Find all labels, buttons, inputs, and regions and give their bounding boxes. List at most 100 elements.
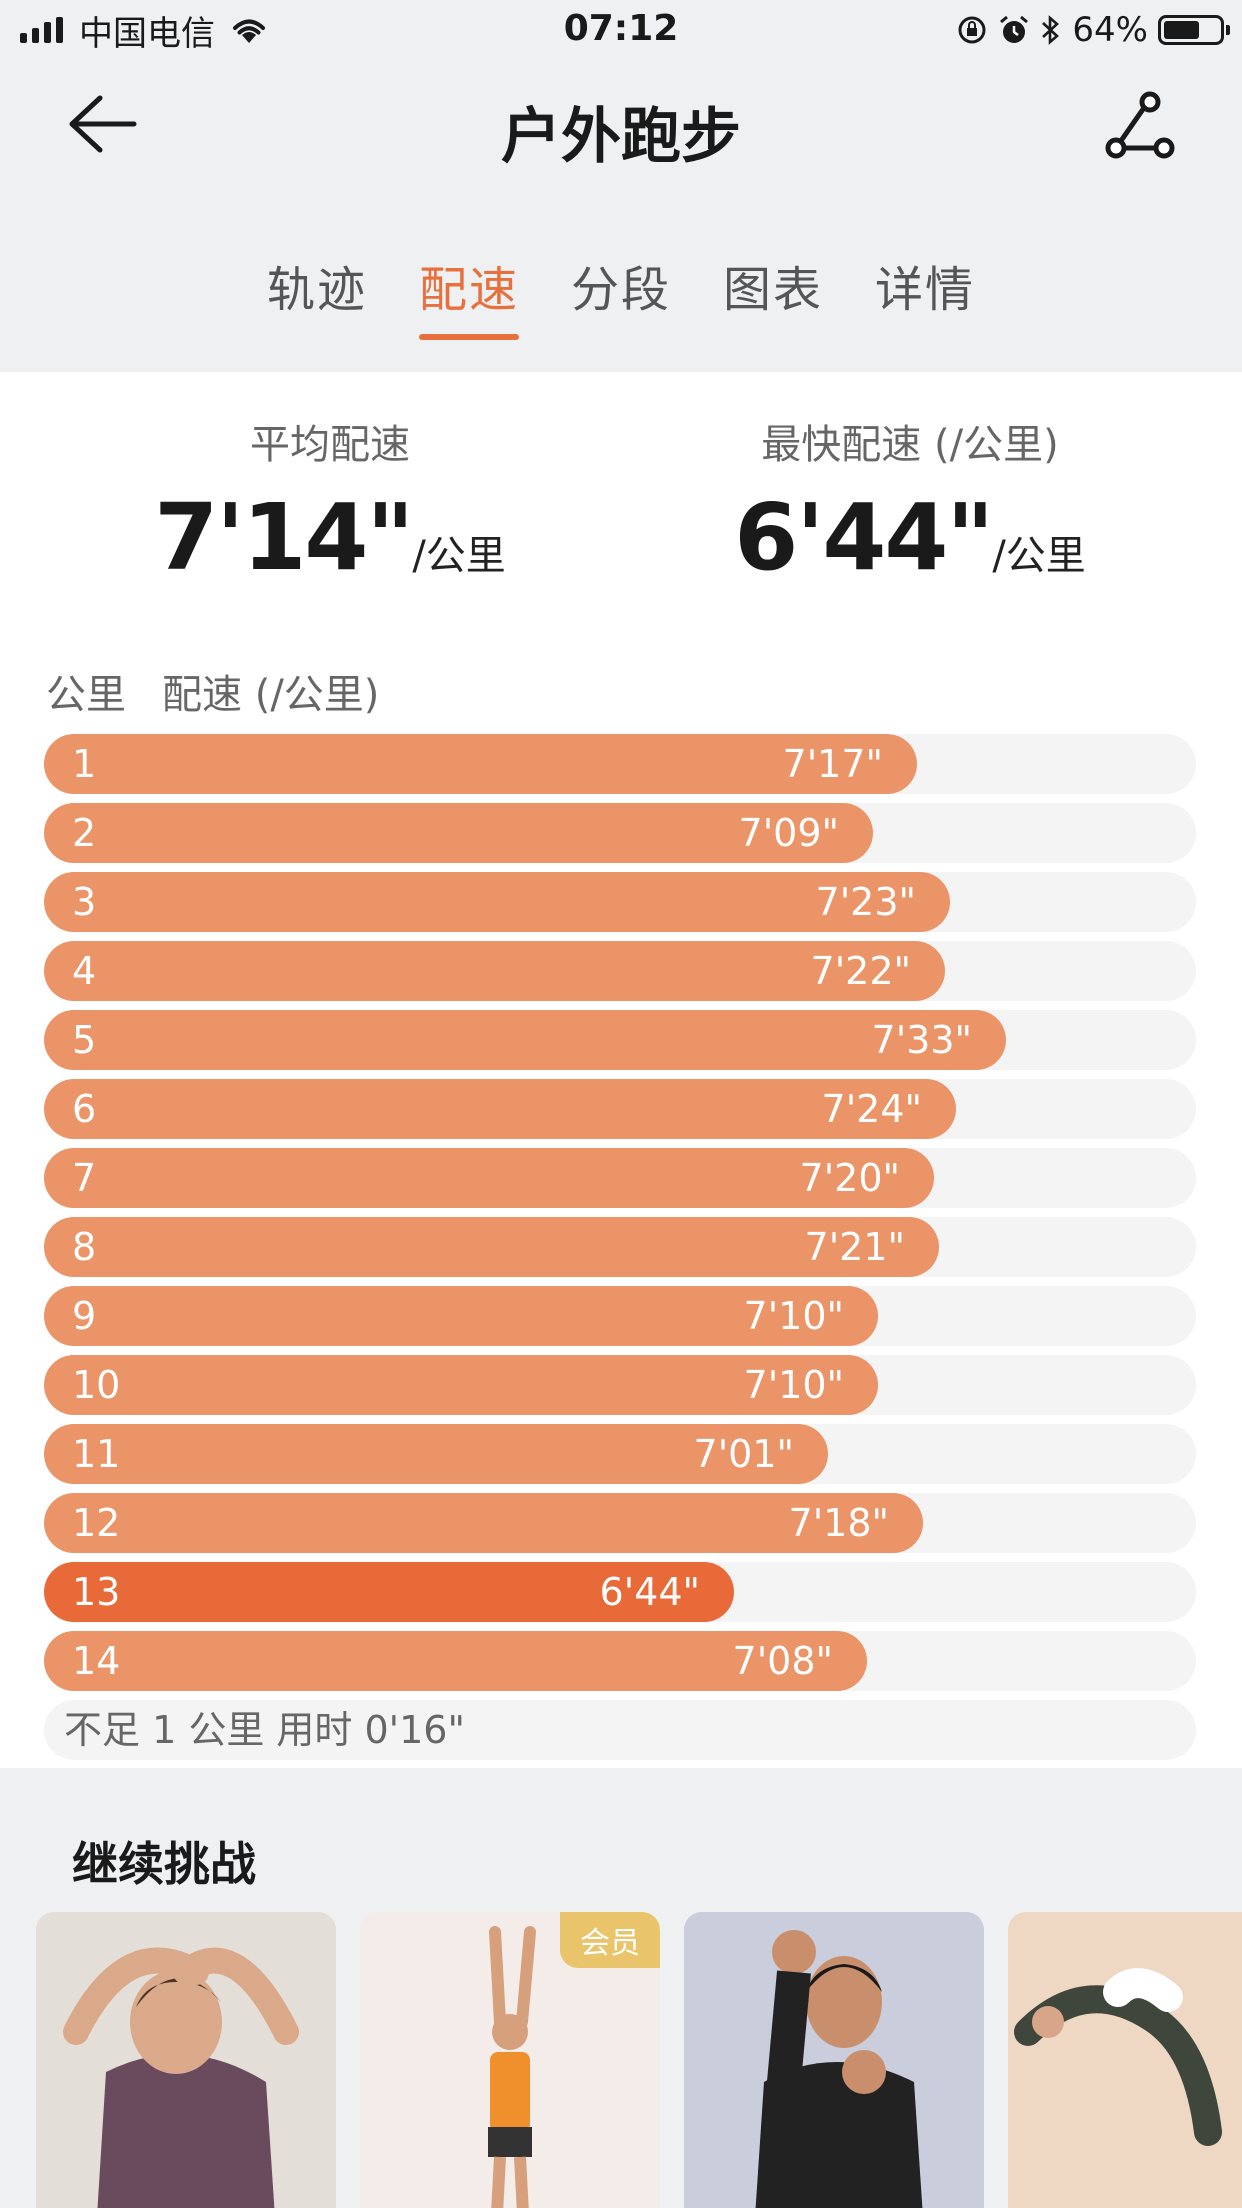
status-bar: 中国电信 07:12 64% bbox=[0, 0, 1242, 60]
nav-bar: 户外跑步 bbox=[0, 60, 1242, 190]
average-pace-value: 7'14" bbox=[154, 484, 414, 591]
tab-track[interactable]: 轨迹 bbox=[266, 262, 367, 318]
pace-row: 7 7'20" bbox=[44, 1148, 1196, 1208]
km-number: 8 bbox=[72, 1225, 97, 1269]
pace-row: 6 7'24" bbox=[44, 1079, 1196, 1139]
remaining-distance-row: 不足 1 公里 用时 0'16" bbox=[44, 1700, 1196, 1760]
pace-value: 7'33" bbox=[871, 1018, 972, 1062]
full-body-stretch-card[interactable]: 会员 bbox=[360, 1912, 660, 2208]
km-number: 10 bbox=[72, 1363, 121, 1407]
pace-bar bbox=[44, 1010, 1006, 1070]
pace-value: 7'01" bbox=[693, 1432, 794, 1476]
pace-value: 7'10" bbox=[743, 1363, 844, 1407]
pace-row-fastest: 13 6'44" bbox=[44, 1562, 1196, 1622]
tab-charts[interactable]: 图表 bbox=[723, 262, 824, 318]
fastest-pace-unit: /公里 bbox=[992, 533, 1086, 579]
yoga-workout-card[interactable] bbox=[1008, 1912, 1242, 2208]
pace-row: 4 7'22" bbox=[44, 941, 1196, 1001]
pace-value: 7'10" bbox=[743, 1294, 844, 1338]
back-arrow-icon[interactable] bbox=[64, 92, 140, 156]
tab-details[interactable]: 详情 bbox=[875, 262, 976, 318]
km-number: 14 bbox=[72, 1639, 121, 1683]
challenge-section-title: 继续挑战 bbox=[72, 1837, 256, 1891]
pace-card: 平均配速 7'14"/公里 最快配速 (/公里) 6'44"/公里 公里 配速 … bbox=[0, 372, 1242, 1768]
pace-bar bbox=[44, 1493, 923, 1553]
pace-row: 14 7'08" bbox=[44, 1631, 1196, 1691]
fastest-pace-label: 最快配速 (/公里) bbox=[761, 422, 1059, 468]
km-number: 12 bbox=[72, 1501, 121, 1545]
orientation-lock-icon bbox=[958, 16, 986, 44]
wifi-icon bbox=[233, 19, 265, 43]
challenge-card-list: 会员 bbox=[36, 1912, 1242, 2208]
pace-bar-list: 1 7'17" 2 7'09" 3 7'23" 4 7'22" 5 7'33" 6 7'24" 7 7'2… bbox=[44, 734, 1196, 1760]
pace-row: 5 7'33" bbox=[44, 1010, 1196, 1070]
pace-bar bbox=[44, 1631, 867, 1691]
carrier-name: 中国电信 bbox=[79, 13, 215, 54]
pace-column-header: 配速 (/公里) bbox=[162, 672, 380, 718]
pace-row: 8 7'21" bbox=[44, 1217, 1196, 1277]
average-pace-block: 平均配速 7'14"/公里 bbox=[120, 412, 540, 591]
km-number: 1 bbox=[72, 742, 97, 786]
pace-value: 7'09" bbox=[738, 811, 839, 855]
pace-bar bbox=[44, 1079, 956, 1139]
pace-row: 10 7'10" bbox=[44, 1355, 1196, 1415]
boxing-workout-image bbox=[684, 1912, 984, 2208]
km-number: 5 bbox=[72, 1018, 97, 1062]
km-column-header: 公里 bbox=[46, 672, 126, 718]
pace-bar bbox=[44, 1424, 828, 1484]
status-time: 07:12 bbox=[563, 8, 679, 49]
stretch-workout-card[interactable] bbox=[36, 1912, 336, 2208]
signal-icon bbox=[20, 17, 63, 43]
pace-row: 3 7'23" bbox=[44, 872, 1196, 932]
pace-bar bbox=[44, 1286, 878, 1346]
average-pace-label: 平均配速 bbox=[250, 422, 410, 468]
pace-bar bbox=[44, 1148, 934, 1208]
pace-value: 7'22" bbox=[810, 949, 911, 993]
km-number: 11 bbox=[72, 1432, 121, 1476]
boxing-workout-card[interactable] bbox=[684, 1912, 984, 2208]
pace-value: 7'24" bbox=[821, 1087, 922, 1131]
pace-table-header: 公里 配速 (/公里) bbox=[46, 662, 379, 720]
route-share-icon[interactable] bbox=[1102, 90, 1176, 160]
tab-bar: 轨迹 配速 分段 图表 详情 bbox=[0, 250, 1242, 340]
pace-bar bbox=[44, 872, 950, 932]
pace-value: 7'17" bbox=[782, 742, 883, 786]
fastest-pace-block: 最快配速 (/公里) 6'44"/公里 bbox=[700, 412, 1120, 591]
pace-bar bbox=[44, 1562, 734, 1622]
pace-row: 11 7'01" bbox=[44, 1424, 1196, 1484]
pace-value: 7'18" bbox=[788, 1501, 889, 1545]
alarm-icon bbox=[1000, 15, 1029, 43]
km-number: 7 bbox=[72, 1156, 97, 1200]
pace-summary: 平均配速 7'14"/公里 最快配速 (/公里) 6'44"/公里 bbox=[0, 412, 1242, 592]
km-number: 6 bbox=[72, 1087, 97, 1131]
km-number: 2 bbox=[72, 811, 97, 855]
pace-value: 7'20" bbox=[799, 1156, 900, 1200]
km-number: 9 bbox=[72, 1294, 97, 1338]
pace-bar bbox=[44, 734, 917, 794]
pace-row: 12 7'18" bbox=[44, 1493, 1196, 1553]
pace-value: 7'21" bbox=[804, 1225, 905, 1269]
pace-bar bbox=[44, 803, 873, 863]
tab-segments[interactable]: 分段 bbox=[570, 262, 671, 318]
member-badge: 会员 bbox=[560, 1912, 660, 1968]
bluetooth-icon bbox=[1042, 15, 1060, 45]
pace-row: 2 7'09" bbox=[44, 803, 1196, 863]
pace-bar bbox=[44, 1217, 939, 1277]
yoga-workout-image bbox=[1008, 1912, 1242, 2208]
pace-bar bbox=[44, 1355, 878, 1415]
km-number: 3 bbox=[72, 880, 97, 924]
pace-row: 1 7'17" bbox=[44, 734, 1196, 794]
pace-value: 6'44" bbox=[599, 1570, 700, 1614]
battery-percentage: 64% bbox=[1072, 10, 1148, 50]
pace-value: 7'23" bbox=[815, 880, 916, 924]
average-pace-unit: /公里 bbox=[412, 533, 506, 579]
km-number: 4 bbox=[72, 949, 97, 993]
pace-bar bbox=[44, 941, 945, 1001]
tab-pace[interactable]: 配速 bbox=[418, 250, 520, 340]
stretch-workout-image bbox=[36, 1912, 336, 2208]
fastest-pace-value: 6'44" bbox=[734, 484, 994, 591]
km-number: 13 bbox=[72, 1570, 121, 1614]
pace-value: 7'08" bbox=[732, 1639, 833, 1683]
pace-row: 9 7'10" bbox=[44, 1286, 1196, 1346]
page-title: 户外跑步 bbox=[501, 102, 741, 172]
